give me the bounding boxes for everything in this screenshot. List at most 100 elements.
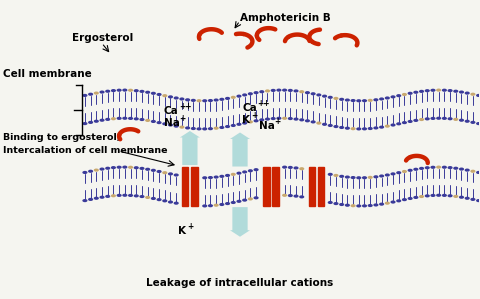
Circle shape <box>134 194 139 197</box>
Circle shape <box>447 194 453 197</box>
Circle shape <box>362 204 367 208</box>
Circle shape <box>431 166 435 169</box>
Circle shape <box>237 200 241 203</box>
Circle shape <box>436 166 441 169</box>
Circle shape <box>385 173 390 177</box>
Text: Amphotericin B: Amphotericin B <box>240 13 331 23</box>
Circle shape <box>436 89 441 92</box>
Circle shape <box>436 194 441 197</box>
Circle shape <box>305 91 310 94</box>
Circle shape <box>248 169 253 172</box>
Circle shape <box>180 126 184 129</box>
Text: Cell membrane: Cell membrane <box>3 69 92 79</box>
Circle shape <box>362 127 367 130</box>
Bar <box>264 167 270 206</box>
Circle shape <box>94 197 99 200</box>
Circle shape <box>253 91 259 94</box>
Circle shape <box>390 95 396 98</box>
Circle shape <box>419 195 424 198</box>
Circle shape <box>334 174 338 177</box>
Circle shape <box>413 196 419 199</box>
Circle shape <box>208 204 213 207</box>
Circle shape <box>447 117 453 120</box>
Circle shape <box>282 194 287 197</box>
Circle shape <box>174 125 179 128</box>
Circle shape <box>208 127 213 130</box>
Circle shape <box>396 122 401 125</box>
Circle shape <box>248 197 253 201</box>
Text: Ergosterol: Ergosterol <box>72 33 133 43</box>
Circle shape <box>139 167 144 170</box>
Circle shape <box>242 121 247 125</box>
Circle shape <box>385 125 390 128</box>
Circle shape <box>128 117 133 120</box>
Circle shape <box>453 118 458 121</box>
Circle shape <box>476 171 480 174</box>
Circle shape <box>168 95 173 98</box>
Circle shape <box>111 89 116 92</box>
Circle shape <box>288 89 293 92</box>
Circle shape <box>196 127 202 130</box>
Circle shape <box>362 176 367 179</box>
Bar <box>309 167 315 206</box>
Circle shape <box>88 198 93 201</box>
Circle shape <box>282 166 287 169</box>
Circle shape <box>305 119 310 122</box>
Circle shape <box>431 117 435 120</box>
Circle shape <box>368 99 373 102</box>
Circle shape <box>408 120 413 123</box>
Circle shape <box>390 123 396 126</box>
Text: ++: ++ <box>258 99 270 108</box>
Circle shape <box>425 166 430 169</box>
Circle shape <box>459 119 464 122</box>
Circle shape <box>396 94 401 97</box>
Circle shape <box>242 170 247 173</box>
Circle shape <box>191 99 196 102</box>
Circle shape <box>88 170 93 173</box>
Circle shape <box>425 194 430 197</box>
Circle shape <box>368 176 373 179</box>
Circle shape <box>476 94 480 97</box>
Circle shape <box>470 121 476 124</box>
Circle shape <box>345 126 350 130</box>
Circle shape <box>282 89 287 92</box>
Circle shape <box>259 90 264 93</box>
Circle shape <box>253 168 259 171</box>
Circle shape <box>311 120 316 123</box>
Circle shape <box>402 170 407 173</box>
Circle shape <box>379 202 384 206</box>
Circle shape <box>316 93 322 97</box>
Circle shape <box>476 122 480 125</box>
Circle shape <box>419 90 424 93</box>
Circle shape <box>128 89 133 92</box>
Circle shape <box>328 124 333 127</box>
Circle shape <box>419 167 424 170</box>
Circle shape <box>122 194 127 197</box>
Circle shape <box>117 166 122 169</box>
Circle shape <box>408 197 413 200</box>
Circle shape <box>151 92 156 95</box>
Circle shape <box>117 89 122 92</box>
Circle shape <box>99 119 105 122</box>
Circle shape <box>214 204 219 207</box>
Bar <box>318 167 324 206</box>
Circle shape <box>442 166 447 169</box>
Circle shape <box>134 117 139 120</box>
Circle shape <box>225 97 230 100</box>
Circle shape <box>231 173 236 176</box>
Circle shape <box>356 176 361 179</box>
Circle shape <box>231 96 236 99</box>
Circle shape <box>431 194 435 197</box>
Circle shape <box>345 176 350 179</box>
Circle shape <box>447 89 453 92</box>
Circle shape <box>156 121 162 124</box>
Circle shape <box>162 122 168 125</box>
Circle shape <box>282 117 287 120</box>
Circle shape <box>425 117 430 120</box>
Circle shape <box>231 124 236 127</box>
Circle shape <box>293 89 299 92</box>
Circle shape <box>168 123 173 126</box>
Circle shape <box>373 175 378 179</box>
Circle shape <box>174 202 179 205</box>
Circle shape <box>402 121 407 124</box>
